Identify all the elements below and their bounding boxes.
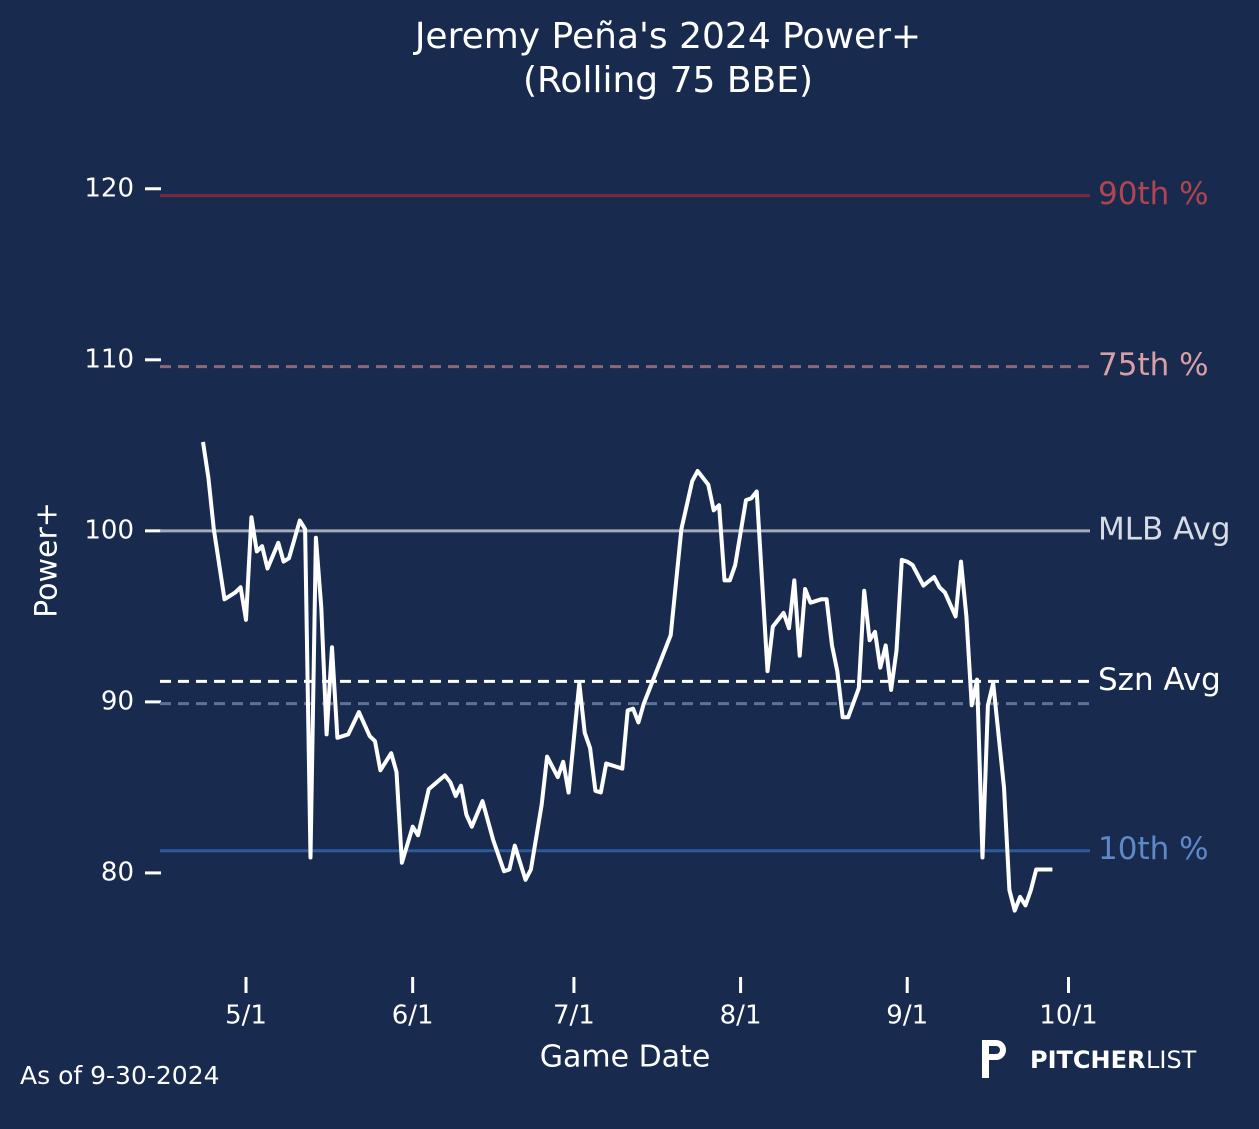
x-tick-label: 6/1 [392,1001,434,1031]
reference-label: 90th % [1098,176,1209,212]
x-axis-label: Game Date [540,1040,711,1075]
reference-label: 10th % [1098,831,1209,867]
x-tick-label: 9/1 [886,1001,928,1031]
reference-label: 75th % [1098,347,1209,383]
brand-light: LIST [1146,1046,1197,1074]
chart-title: Jeremy Peña's 2024 Power+ [413,16,921,57]
x-tick-label: 8/1 [720,1001,762,1031]
y-tick-label: 90 [101,686,134,716]
x-tick-label: 5/1 [225,1001,267,1031]
chart-subtitle: (Rolling 75 BBE) [523,60,813,101]
data-line [201,441,1053,913]
logo-icon [982,1040,1006,1078]
reference-label: MLB Avg [1098,511,1231,547]
y-tick-label: 80 [101,857,134,887]
y-tick-label: 110 [84,344,134,374]
x-tick-label: 10/1 [1039,1001,1097,1031]
brand-bold: PITCHER [1030,1046,1145,1074]
y-tick-label: 120 [84,173,134,203]
x-tick-label: 7/1 [553,1001,595,1031]
y-tick-label: 100 [84,515,134,545]
logo: PITCHER LIST [982,1040,1197,1078]
reference-label: Szn Avg [1098,662,1221,698]
footnote: As of 9-30-2024 [20,1061,220,1090]
y-axis-label: Power+ [30,502,65,618]
